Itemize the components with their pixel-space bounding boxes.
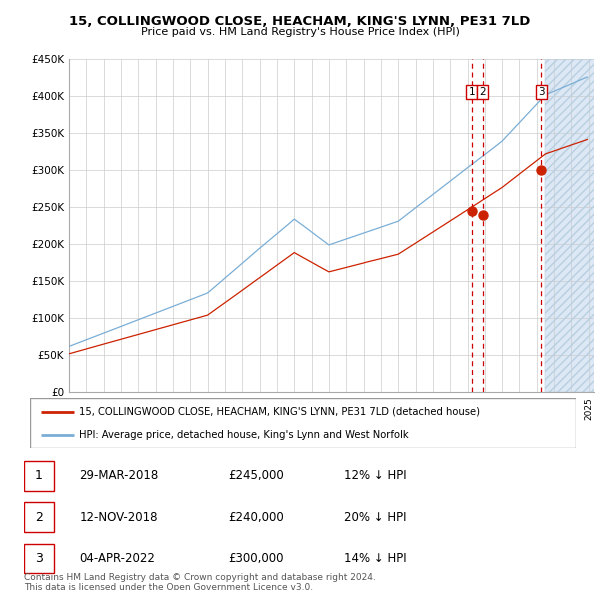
- Text: £240,000: £240,000: [228, 510, 284, 524]
- Text: £300,000: £300,000: [228, 552, 284, 565]
- Bar: [24, 502, 55, 532]
- Text: 1: 1: [35, 469, 43, 483]
- Text: 12-NOV-2018: 12-NOV-2018: [79, 510, 158, 524]
- Bar: [545, 59, 598, 392]
- Text: £245,000: £245,000: [228, 469, 284, 483]
- Bar: [545, 59, 598, 392]
- Bar: [24, 461, 55, 491]
- Text: 15, COLLINGWOOD CLOSE, HEACHAM, KING'S LYNN, PE31 7LD (detached house): 15, COLLINGWOOD CLOSE, HEACHAM, KING'S L…: [79, 407, 480, 417]
- Text: 3: 3: [538, 87, 545, 97]
- Text: 12% ↓ HPI: 12% ↓ HPI: [344, 469, 407, 483]
- Text: Contains HM Land Registry data © Crown copyright and database right 2024.: Contains HM Land Registry data © Crown c…: [24, 573, 376, 582]
- Text: 04-APR-2022: 04-APR-2022: [79, 552, 155, 565]
- Text: 29-MAR-2018: 29-MAR-2018: [79, 469, 158, 483]
- Text: 1: 1: [469, 87, 475, 97]
- Text: HPI: Average price, detached house, King's Lynn and West Norfolk: HPI: Average price, detached house, King…: [79, 430, 409, 440]
- Text: 20% ↓ HPI: 20% ↓ HPI: [344, 510, 407, 524]
- Text: 14% ↓ HPI: 14% ↓ HPI: [344, 552, 407, 565]
- Text: 15, COLLINGWOOD CLOSE, HEACHAM, KING'S LYNN, PE31 7LD: 15, COLLINGWOOD CLOSE, HEACHAM, KING'S L…: [70, 15, 530, 28]
- Text: This data is licensed under the Open Government Licence v3.0.: This data is licensed under the Open Gov…: [24, 583, 313, 590]
- Text: 3: 3: [35, 552, 43, 565]
- Text: 2: 2: [479, 87, 486, 97]
- Text: 2: 2: [35, 510, 43, 524]
- Bar: [24, 543, 55, 573]
- Text: Price paid vs. HM Land Registry's House Price Index (HPI): Price paid vs. HM Land Registry's House …: [140, 27, 460, 37]
